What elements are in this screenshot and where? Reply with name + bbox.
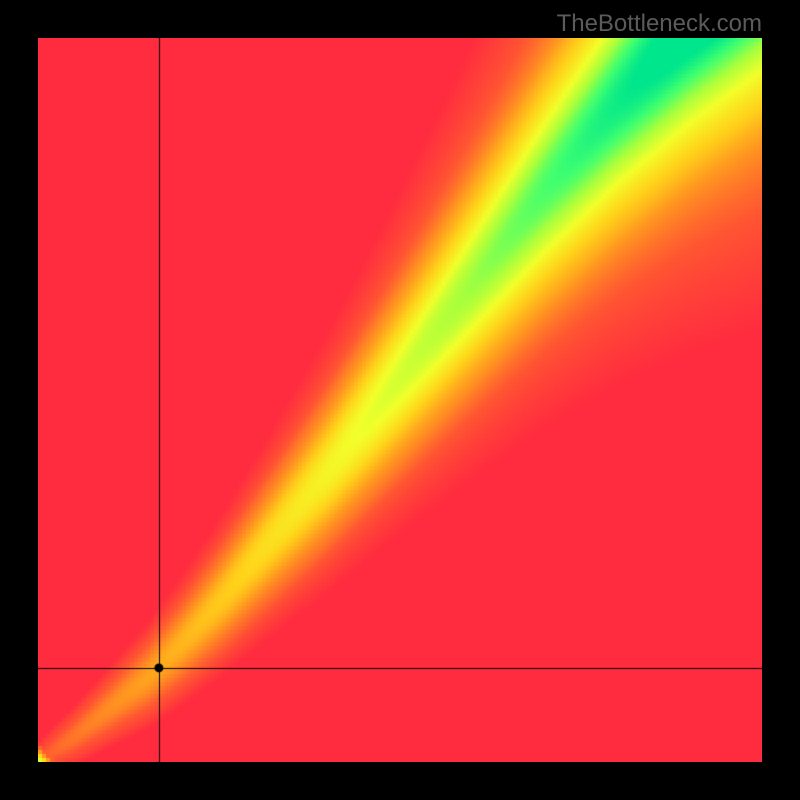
chart-container: TheBottleneck.com <box>0 0 800 800</box>
watermark-text: TheBottleneck.com <box>557 10 762 38</box>
bottleneck-heatmap <box>38 38 762 762</box>
